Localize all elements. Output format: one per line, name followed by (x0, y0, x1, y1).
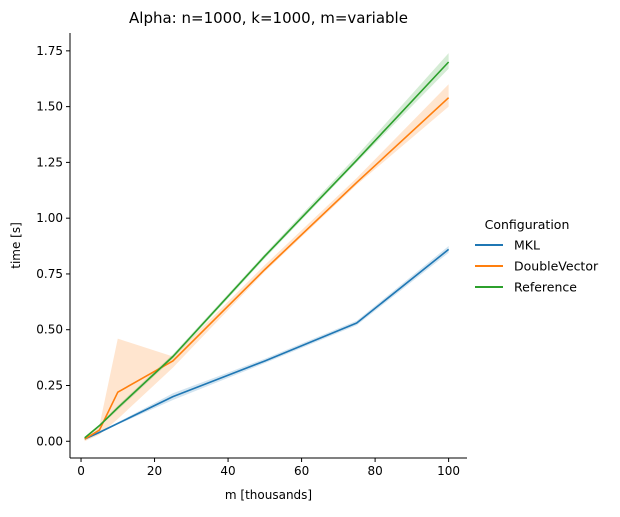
y-tick-label: 0.00 (36, 434, 63, 448)
series-line-doublevector (84, 97, 450, 440)
legend-label-mkl: MKL (514, 238, 540, 253)
x-tick-label: 80 (367, 464, 382, 478)
axes (69, 33, 467, 459)
x-tick-label: 20 (147, 464, 162, 478)
confidence-bands (84, 53, 449, 442)
y-tick-label: 1.00 (36, 211, 63, 225)
y-tick-label: 0.50 (36, 323, 63, 337)
legend-label-reference: Reference (514, 280, 577, 295)
y-tick-label: 0.25 (36, 378, 63, 392)
x-tick-label: 100 (437, 464, 460, 478)
y-tick-label: 1.25 (36, 155, 63, 169)
x-ticks: 0 20 40 60 80 100 (77, 458, 460, 478)
chart-title: Alpha: n=1000, k=1000, m=variable (129, 9, 408, 27)
y-axis-label: time [s] (9, 222, 23, 269)
x-tick-label: 40 (220, 464, 235, 478)
series-line-reference (84, 61, 450, 439)
legend: Configuration MKL DoubleVector Reference (475, 217, 599, 295)
series-line-mkl (84, 248, 450, 440)
series-lines (84, 61, 450, 440)
legend-label-doublevector: DoubleVector (514, 259, 599, 274)
confidence-band-mkl (84, 246, 449, 441)
legend-title: Configuration (485, 217, 570, 232)
y-ticks: 0.00 0.25 0.50 0.75 1.00 1.25 1.50 1.75 (36, 44, 70, 448)
x-tick-label: 0 (77, 464, 85, 478)
x-axis-label: m [thousands] (225, 488, 312, 502)
y-tick-label: 0.75 (36, 267, 63, 281)
x-tick-label: 60 (294, 464, 309, 478)
y-tick-label: 1.75 (36, 44, 63, 58)
y-tick-label: 1.50 (36, 100, 63, 114)
